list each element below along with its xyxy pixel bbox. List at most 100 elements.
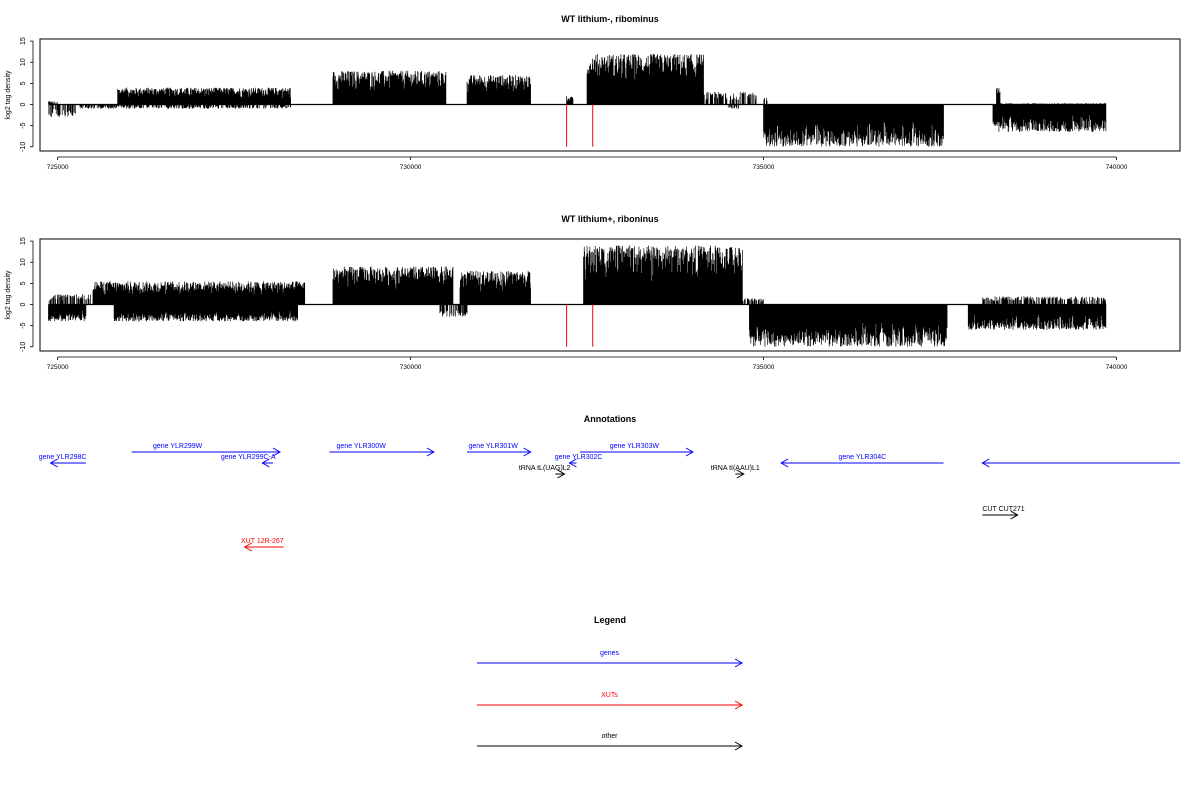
- legend-entries: genes XUTs other: [477, 650, 744, 751]
- y-tick-label: 0: [20, 302, 27, 306]
- arrowhead-icon: [243, 542, 252, 552]
- y-axis-label: log2 tag density: [5, 70, 12, 120]
- x-axis: 725000 730000 735000 740000: [47, 156, 1128, 171]
- x-tick-label: 725000: [47, 364, 69, 371]
- y-tick-label: 10: [20, 58, 27, 66]
- positive-strand-bars: [466, 75, 531, 105]
- arrowhead-icon: [49, 458, 58, 468]
- y-tick-label: 10: [20, 258, 27, 266]
- negative-strand-bars: [749, 304, 948, 347]
- arrowhead-icon: [685, 447, 694, 457]
- positive-strand-bars: [332, 266, 454, 305]
- x-tick-label: 725000: [47, 164, 69, 171]
- annotation-feature: gene YLR300W: [329, 443, 435, 457]
- y-tick-label: -5: [20, 322, 27, 328]
- negative-strand-bars: [48, 304, 87, 322]
- annotation-feature: gene YLR302C: [555, 454, 603, 468]
- y-tick-label: 15: [20, 237, 27, 245]
- y-axis: -10 -5 0 5 10 15: [20, 237, 34, 352]
- positive-strand-bars: [117, 87, 291, 105]
- negative-strand-bars: [763, 104, 944, 147]
- positive-strand-bars: [48, 101, 58, 105]
- x-tick-label: 730000: [400, 164, 422, 171]
- x-tick-label: 740000: [1106, 164, 1128, 171]
- positive-strand-bars: [742, 298, 764, 305]
- arrowhead-icon: [734, 741, 744, 751]
- positive-strand-bars: [583, 245, 743, 305]
- x-tick-label: 730000: [400, 364, 422, 371]
- annotation-feature: tRNA tI(AAU)L1: [711, 465, 760, 479]
- positive-strand-bars: [982, 296, 1106, 305]
- annotation-features: gene YLR298C gene YLR299W gene YLR299C-A ge…: [39, 443, 1180, 552]
- positive-strand-bars: [332, 70, 447, 105]
- x-tick-label: 740000: [1106, 364, 1128, 371]
- y-tick-label: 5: [20, 81, 27, 85]
- annotation-feature: tRNA tL(UAG)L2: [519, 465, 571, 479]
- signal-bars: [48, 245, 1107, 347]
- feature-label: tRNA tL(UAG)L2: [519, 465, 571, 472]
- positive-strand-bars: [703, 91, 757, 105]
- legend-panel: Legend genes XUTs other: [477, 615, 744, 751]
- x-tick-label: 735000: [753, 164, 775, 171]
- y-axis-label: log2 tag density: [5, 270, 12, 320]
- feature-label: gene YLR299W: [153, 443, 203, 450]
- feature-label: gene YLR302C: [555, 454, 603, 461]
- annotation-feature: XUT 12R-267: [241, 538, 284, 552]
- legend-label: genes: [600, 650, 620, 657]
- arrowhead-icon: [734, 658, 744, 668]
- negative-strand-bars: [79, 104, 291, 109]
- arrowhead-icon: [272, 447, 282, 457]
- arrowhead-icon: [780, 458, 789, 468]
- y-tick-label: 0: [20, 102, 27, 106]
- y-tick-label: 5: [20, 281, 27, 285]
- feature-label: gene YLR301W: [469, 443, 519, 450]
- x-axis: 725000 730000 735000 740000: [47, 356, 1128, 371]
- feature-label: gene YLR298C: [39, 454, 87, 461]
- track-panel-lithium-plus: WT lithium+, riboninus log2 tag density …: [5, 214, 1181, 371]
- feature-label: gene YLR304C: [838, 454, 886, 461]
- feature-label: tRNA tI(AAU)L1: [711, 465, 760, 472]
- y-tick-label: -10: [20, 142, 27, 152]
- feature-label: gene YLR300W: [337, 443, 387, 450]
- negative-strand-bars: [113, 304, 298, 322]
- annotation-feature: gene YLR299C-A: [221, 454, 276, 468]
- annotation-feature: gene YLR299W: [131, 443, 282, 457]
- legend-entry: XUTs: [477, 692, 744, 710]
- arrowhead-icon: [523, 447, 532, 457]
- negative-strand-bars: [439, 304, 468, 317]
- y-axis: -10 -5 0 5 10 15: [20, 37, 34, 152]
- arrowhead-icon: [426, 447, 435, 457]
- signal-bars: [48, 53, 1107, 147]
- arrowhead-icon: [1010, 510, 1019, 520]
- negative-strand-bars: [967, 304, 1107, 330]
- x-tick-label: 735000: [753, 364, 775, 371]
- arrowhead-icon: [736, 469, 745, 479]
- positive-strand-bars: [996, 87, 1001, 105]
- plot-frame: [39, 38, 1181, 152]
- positive-strand-bars: [763, 97, 768, 105]
- arrowhead-icon: [981, 458, 990, 468]
- annotation-feature: [981, 458, 1180, 468]
- track-panel-lithium-minus: WT lithium-, ribominus log2 tag density …: [5, 14, 1181, 171]
- legend-entry: other: [477, 733, 744, 751]
- feature-label: gene YLR303W: [610, 443, 660, 450]
- annotations-title: Annotations: [584, 414, 637, 424]
- y-tick-label: -5: [20, 122, 27, 128]
- annotation-feature: CUT CUT271: [982, 506, 1025, 520]
- positive-strand-bars: [48, 294, 91, 305]
- annotation-feature: gene YLR298C: [39, 454, 87, 468]
- negative-strand-bars: [727, 104, 739, 109]
- positive-strand-bars: [566, 96, 574, 105]
- arrowhead-icon: [557, 469, 566, 479]
- panel-title: WT lithium-, ribominus: [561, 14, 659, 24]
- legend-label: XUTs: [601, 692, 618, 699]
- y-tick-label: 15: [20, 37, 27, 45]
- arrowhead-icon: [568, 458, 577, 468]
- legend-label: other: [602, 733, 619, 740]
- positive-strand-bars: [459, 270, 531, 305]
- feature-label: gene YLR299C-A: [221, 454, 276, 461]
- negative-strand-bars: [48, 104, 76, 118]
